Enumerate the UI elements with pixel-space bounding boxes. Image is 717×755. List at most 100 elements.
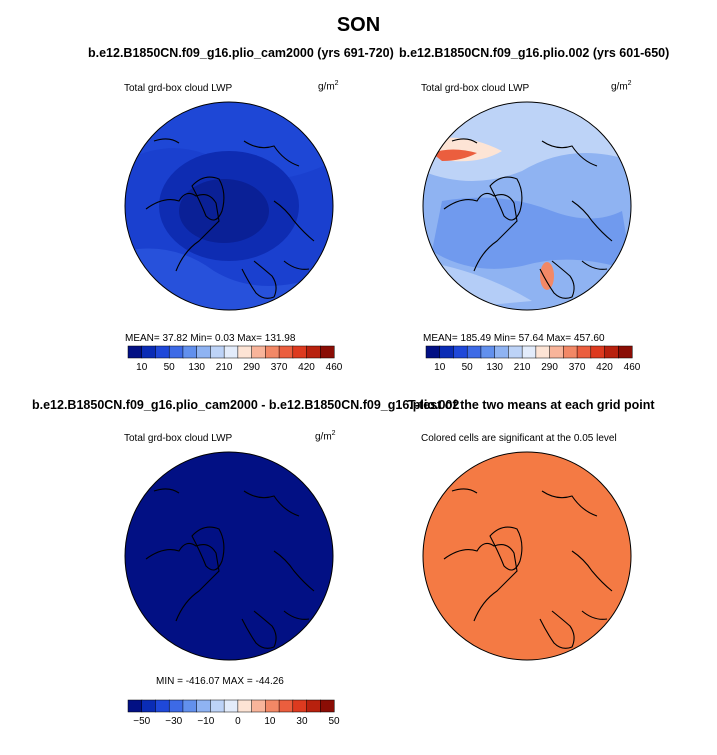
colorbar-top-right-tick-label: 130 — [486, 362, 503, 373]
colorbar-top-right-swatch — [494, 345, 509, 359]
panel-3-variable: Total grd-box cloud LWP — [124, 433, 233, 444]
panel-2-title: b.e12.B1850CN.f09_g16.plio.002 (yrs 601-… — [399, 46, 670, 60]
colorbar-bottom-swatch — [182, 699, 198, 713]
colorbar-bottom: −50 −30 −10 0 10 30 50 — [127, 699, 340, 727]
colorbar-top-left-swatch — [127, 345, 143, 359]
panel-3-title: b.e12.B1850CN.f09_g16.plio_cam2000 - b.e… — [32, 398, 460, 412]
colorbar-top-left-swatch — [196, 345, 211, 359]
map-4-border — [422, 451, 632, 661]
colorbar-top-left-swatch — [182, 345, 198, 359]
panel-1-variable: Total grd-box cloud LWP — [124, 83, 233, 94]
colorbar-bottom-swatch — [155, 699, 170, 713]
colorbar-bottom-swatch — [127, 699, 143, 713]
colorbar-top-left-swatch — [141, 345, 157, 359]
map-panel-1 — [124, 101, 334, 311]
colorbar-top-right-tick-label: 10 — [434, 362, 446, 373]
colorbar-top-left-swatch — [251, 345, 266, 359]
colorbar-top-left-tick-label: 10 — [136, 362, 148, 373]
colorbar-bottom-tick-label: −10 — [197, 716, 214, 727]
map-2-field-mid — [432, 197, 631, 271]
map-1-field-inner — [179, 179, 269, 243]
panel-2-variable: Total grd-box cloud LWP — [421, 83, 530, 94]
colorbar-bottom-swatch — [320, 699, 335, 713]
colorbar-bottom-swatch — [196, 699, 211, 713]
panel-4-variable: Colored cells are significant at the 0.0… — [421, 433, 617, 444]
panel-3-stats: MIN = -416.07 MAX = -44.26 — [156, 676, 284, 687]
map-2-coastlines — [443, 138, 613, 299]
colorbar-top-right: 10 50 130 210 290 370 420 460 — [425, 345, 641, 373]
map-1-coastlines — [145, 138, 315, 299]
colorbar-top-right-tick-label: 50 — [462, 362, 474, 373]
colorbar-top-left-tick-label: 420 — [298, 362, 315, 373]
colorbar-bottom-swatch — [265, 699, 280, 713]
colorbar-bottom-tick-label: −30 — [165, 716, 182, 727]
map-panel-2 — [422, 101, 632, 311]
colorbar-top-right-tick-label: 420 — [596, 362, 613, 373]
map-3-coastlines — [145, 488, 315, 649]
colorbar-bottom-tick-label: 30 — [296, 716, 308, 727]
panel-2-stats: MEAN= 185.49 Min= 57.64 Max= 457.60 — [423, 333, 605, 344]
colorbar-top-right-tick-label: 210 — [514, 362, 531, 373]
colorbar-top-right-swatch — [466, 345, 482, 359]
colorbar-top-right-tick-label: 290 — [541, 362, 558, 373]
colorbar-top-left-swatch — [210, 345, 225, 359]
colorbar-bottom-swatch — [237, 699, 253, 713]
colorbar-bottom-swatch — [168, 699, 184, 713]
colorbar-top-left-swatch — [320, 345, 335, 359]
colorbar-top-right-swatch — [563, 345, 578, 359]
colorbar-bottom-tick-label: 0 — [235, 716, 241, 727]
colorbar-bottom-swatch — [306, 699, 321, 713]
colorbar-bottom-swatch — [210, 699, 225, 713]
colorbar-bottom-swatch — [223, 699, 239, 713]
colorbar-top-right-swatch — [439, 345, 455, 359]
colorbar-top-left-tick-label: 370 — [271, 362, 288, 373]
colorbar-top-right-swatch — [549, 345, 564, 359]
colorbar-bottom-tick-label: 50 — [328, 716, 340, 727]
colorbar-top-right-swatch — [425, 345, 441, 359]
colorbar-bottom-swatch — [278, 699, 294, 713]
colorbar-top-left-tick-label: 50 — [164, 362, 176, 373]
colorbar-top-left-tick-label: 290 — [243, 362, 260, 373]
map-panel-4 — [422, 451, 632, 661]
panel-4-title: T-test of the two means at each grid poi… — [408, 398, 655, 412]
colorbar-top-right-tick-label: 460 — [624, 362, 641, 373]
colorbar-top-left-tick-label: 460 — [326, 362, 343, 373]
colorbar-top-left-swatch — [168, 345, 184, 359]
colorbar-bottom-swatch — [251, 699, 266, 713]
map-4-field — [423, 452, 631, 660]
panel-2-units: g/m2 — [611, 80, 632, 93]
panel-1-stats: MEAN= 37.82 Min= 0.03 Max= 131.98 — [125, 333, 296, 344]
colorbar-top-right-swatch — [590, 345, 606, 359]
map-2-field-spot — [540, 262, 554, 290]
colorbar-top-left-swatch — [155, 345, 170, 359]
map-2-field-hot — [432, 149, 477, 161]
colorbar-top-left: 10 50 130 210 290 370 420 460 — [127, 345, 343, 373]
colorbar-top-right-swatch — [453, 345, 468, 359]
colorbar-bottom-swatch — [292, 699, 308, 713]
colorbar-top-right-swatch — [480, 345, 496, 359]
panel-1-units: g/m2 — [318, 80, 339, 93]
map-3-field — [125, 452, 333, 660]
colorbar-top-left-swatch — [292, 345, 308, 359]
panel-3-units: g/m2 — [315, 430, 336, 443]
colorbar-bottom-tick-label: 10 — [264, 716, 276, 727]
colorbar-top-left-swatch — [237, 345, 253, 359]
map-1-border — [124, 101, 334, 311]
map-2-field-light — [423, 102, 631, 181]
colorbar-bottom-swatch — [141, 699, 157, 713]
figure-title: SON — [336, 14, 381, 36]
colorbar-top-right-swatch — [535, 345, 551, 359]
colorbar-top-right-swatch — [618, 345, 633, 359]
map-panel-3 — [124, 451, 334, 661]
colorbar-top-left-tick-label: 210 — [216, 362, 233, 373]
colorbar-top-left-swatch — [306, 345, 321, 359]
map-3-border — [124, 451, 334, 661]
colorbar-top-left-swatch — [223, 345, 239, 359]
colorbar-bottom-tick-label: −50 — [133, 716, 150, 727]
colorbar-top-left-swatch — [278, 345, 294, 359]
panel-1-title: b.e12.B1850CN.f09_g16.plio_cam2000 (yrs … — [88, 46, 394, 60]
map-4-coastlines — [443, 488, 613, 649]
map-2-border — [422, 101, 632, 311]
colorbar-top-right-swatch — [604, 345, 619, 359]
colorbar-top-right-swatch — [576, 345, 592, 359]
